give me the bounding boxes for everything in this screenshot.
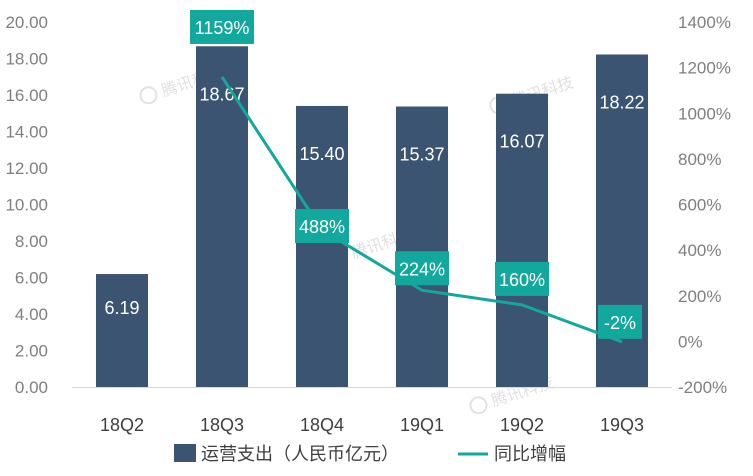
watermark-logo-icon (469, 396, 488, 415)
right-tick-label: 200% (678, 287, 721, 306)
legend-line-label: 同比增幅 (494, 444, 566, 465)
right-axis: -200% 0% 200% 400% 600% 800% 1000% 1200% 1400% (678, 13, 731, 397)
left-tick-label: 14.00 (5, 123, 48, 142)
bars (96, 46, 648, 388)
left-tick-label: 0.00 (15, 378, 48, 397)
point-label-box (495, 261, 549, 296)
right-tick-label: 1400% (678, 13, 731, 32)
category-label-18Q3: 18Q3 (200, 415, 244, 435)
left-tick-label: 4.00 (15, 305, 48, 324)
point-label: 160% (499, 270, 545, 290)
bar-value-label: 18.22 (599, 92, 644, 112)
point-label-box (190, 9, 254, 44)
left-tick-label: 18.00 (5, 50, 48, 69)
bar-18Q4 (296, 105, 348, 387)
left-tick-label: 6.00 (15, 269, 48, 288)
bar-18Q2 (96, 274, 148, 387)
right-tick-label: 0% (678, 332, 703, 351)
point-label: 488% (299, 217, 345, 237)
category-labels: 18Q2 18Q3 18Q4 19Q1 19Q2 19Q3 (100, 415, 644, 435)
left-tick-label: 16.00 (5, 86, 48, 105)
right-tick-label: -200% (678, 378, 727, 397)
right-tick-label: 800% (678, 150, 721, 169)
category-label-19Q3: 19Q3 (600, 415, 644, 435)
category-label-18Q4: 18Q4 (300, 415, 344, 435)
point-label-box (598, 304, 642, 339)
point-label: 224% (399, 259, 445, 279)
right-tick-label: 600% (678, 196, 721, 215)
right-tick-label: 1000% (678, 104, 731, 123)
bar-value-label: 16.07 (499, 132, 544, 152)
left-tick-label: 10.00 (5, 196, 48, 215)
bar-value-label: 15.37 (399, 144, 444, 164)
left-tick-label: 2.00 (15, 342, 48, 361)
category-label-19Q1: 19Q1 (400, 415, 444, 435)
growth-line-layer (220, 76, 623, 344)
point-label-box (295, 209, 349, 244)
bar-19Q2 (496, 93, 548, 387)
bar-value-label: 15.40 (299, 144, 344, 164)
left-tick-label: 20.00 (5, 13, 48, 32)
bar-labels: 6.19 18.67 15.40 15.37 16.07 18.22 (104, 84, 644, 318)
legend: 运营支出（人民币亿元） 同比增幅 (174, 444, 566, 465)
category-label-18Q2: 18Q2 (100, 415, 144, 435)
growth-line (220, 76, 623, 344)
category-label-19Q2: 19Q2 (500, 415, 544, 435)
left-axis: 0.00 2.00 4.00 6.00 8.00 10.00 12.00 14.00 16.00… (5, 13, 48, 397)
watermark-logo-icon (139, 86, 158, 105)
legend-bar-swatch (174, 444, 196, 462)
point-labels: 1159% 488% 224% 160% -2% (190, 9, 642, 339)
point-label-box (395, 251, 449, 286)
point-label: -2% (604, 313, 636, 333)
right-tick-label: 1200% (678, 59, 731, 78)
bar-value-label: 18.67 (199, 84, 244, 104)
right-tick-label: 400% (678, 241, 721, 260)
legend-bar-label: 运营支出（人民币亿元） (201, 444, 399, 465)
left-tick-label: 8.00 (15, 232, 48, 251)
point-label: 1159% (195, 18, 250, 38)
bar-19Q1 (396, 106, 448, 387)
left-tick-label: 12.00 (5, 159, 48, 178)
bar-value-label: 6.19 (104, 298, 139, 318)
